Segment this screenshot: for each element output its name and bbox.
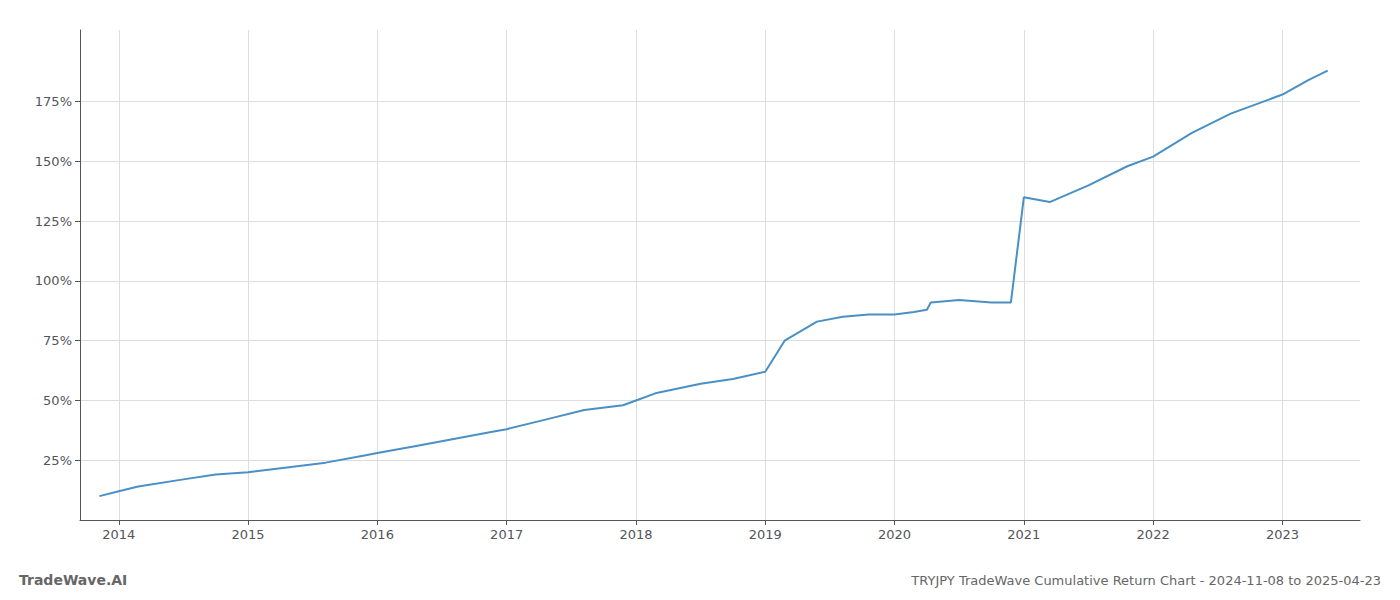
svg-text:100%: 100% xyxy=(35,273,72,288)
svg-text:2023: 2023 xyxy=(1266,527,1299,542)
svg-text:2014: 2014 xyxy=(102,527,135,542)
svg-text:50%: 50% xyxy=(43,393,72,408)
svg-text:25%: 25% xyxy=(43,453,72,468)
svg-text:2019: 2019 xyxy=(749,527,782,542)
svg-text:2015: 2015 xyxy=(232,527,265,542)
svg-text:2021: 2021 xyxy=(1007,527,1040,542)
svg-text:75%: 75% xyxy=(43,333,72,348)
svg-text:125%: 125% xyxy=(35,214,72,229)
svg-text:2022: 2022 xyxy=(1137,527,1170,542)
svg-text:2016: 2016 xyxy=(361,527,394,542)
svg-text:150%: 150% xyxy=(35,154,72,169)
svg-text:2020: 2020 xyxy=(878,527,911,542)
svg-text:2017: 2017 xyxy=(490,527,523,542)
svg-text:2018: 2018 xyxy=(619,527,652,542)
svg-text:TradeWave.AI: TradeWave.AI xyxy=(19,572,127,588)
svg-text:175%: 175% xyxy=(35,94,72,109)
svg-text:TRYJPY TradeWave Cumulative Re: TRYJPY TradeWave Cumulative Return Chart… xyxy=(910,573,1381,588)
